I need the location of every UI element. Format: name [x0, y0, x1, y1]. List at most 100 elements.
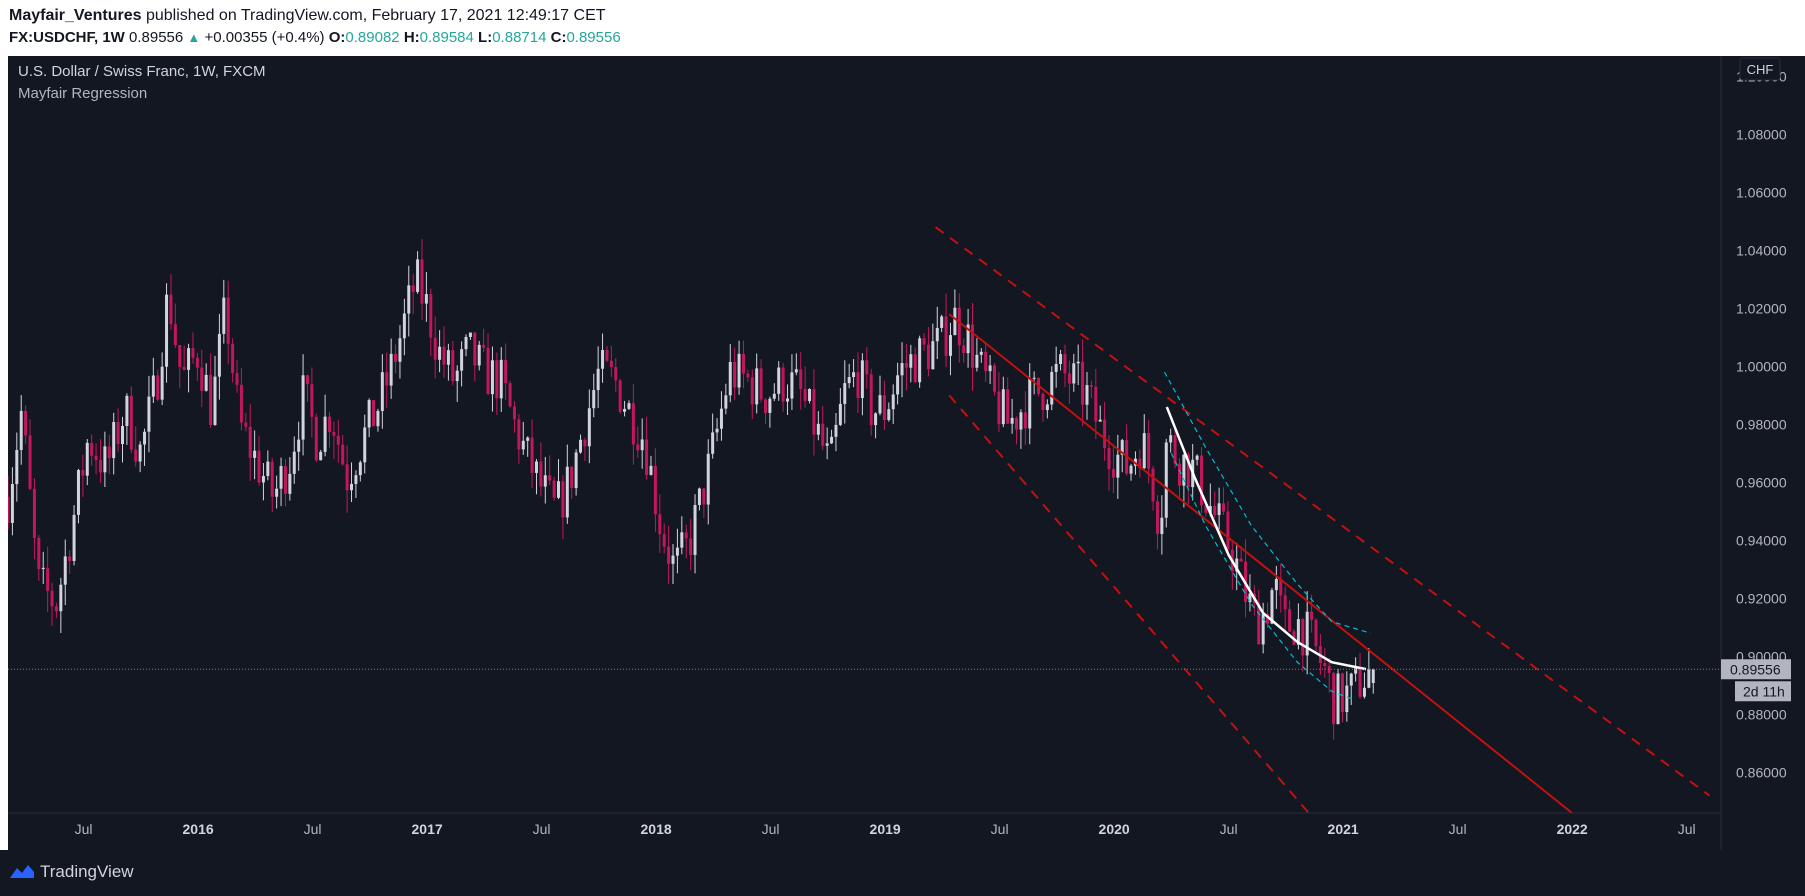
candle[interactable] — [90, 434, 94, 466]
candle[interactable] — [786, 384, 790, 415]
candle[interactable] — [922, 333, 926, 351]
candle[interactable] — [473, 332, 477, 382]
candle[interactable] — [1072, 353, 1076, 392]
candle[interactable] — [187, 343, 191, 393]
candle[interactable] — [1054, 346, 1058, 388]
candle[interactable] — [1340, 672, 1344, 723]
candle[interactable] — [1358, 652, 1362, 699]
candle[interactable] — [138, 441, 142, 473]
candle[interactable] — [244, 412, 248, 432]
candle[interactable] — [442, 326, 446, 378]
candle[interactable] — [926, 326, 930, 377]
candle[interactable] — [631, 383, 635, 465]
candle[interactable] — [173, 303, 177, 348]
candle[interactable] — [548, 455, 552, 485]
candle[interactable] — [239, 367, 243, 431]
candle[interactable] — [561, 475, 565, 540]
candle[interactable] — [81, 454, 85, 498]
candle[interactable] — [178, 344, 182, 389]
candle[interactable] — [508, 380, 512, 408]
candle[interactable] — [204, 363, 208, 392]
candle[interactable] — [993, 363, 997, 396]
candle[interactable] — [1314, 618, 1318, 655]
candle[interactable] — [103, 431, 107, 488]
candle[interactable] — [684, 524, 688, 559]
candle[interactable] — [314, 413, 318, 463]
candle[interactable] — [675, 528, 679, 574]
candle[interactable] — [539, 442, 543, 497]
candle[interactable] — [1129, 463, 1133, 481]
candle[interactable] — [156, 369, 160, 402]
candle[interactable] — [719, 391, 723, 441]
candle[interactable] — [1094, 368, 1098, 439]
candle[interactable] — [8, 475, 10, 530]
fit-upper-band[interactable] — [1163, 371, 1371, 634]
candle[interactable] — [327, 411, 331, 448]
candle[interactable] — [1142, 414, 1146, 470]
candle[interactable] — [37, 535, 41, 581]
candle[interactable] — [1199, 447, 1203, 513]
candle[interactable] — [15, 432, 19, 502]
candle[interactable] — [706, 439, 710, 525]
candle[interactable] — [367, 398, 371, 438]
candle[interactable] — [121, 416, 125, 463]
candle[interactable] — [270, 457, 274, 513]
candle[interactable] — [521, 421, 525, 455]
candle[interactable] — [543, 456, 547, 504]
candle[interactable] — [777, 361, 781, 401]
candle[interactable] — [658, 494, 662, 554]
candle[interactable] — [843, 360, 847, 424]
candle[interactable] — [759, 359, 763, 403]
candle[interactable] — [495, 352, 499, 415]
candle[interactable] — [711, 413, 715, 459]
candle[interactable] — [468, 332, 472, 341]
candle[interactable] — [1116, 434, 1120, 499]
candle[interactable] — [852, 359, 856, 388]
candle[interactable] — [345, 445, 349, 513]
candle[interactable] — [504, 343, 508, 401]
candle[interactable] — [948, 322, 952, 376]
candle[interactable] — [821, 405, 825, 451]
candle[interactable] — [94, 443, 98, 475]
candle[interactable] — [838, 388, 842, 426]
candle[interactable] — [182, 345, 186, 371]
candle[interactable] — [213, 355, 217, 426]
candle[interactable] — [1327, 658, 1331, 693]
candle[interactable] — [358, 460, 362, 482]
candle[interactable] — [808, 388, 812, 404]
candle[interactable] — [446, 343, 450, 381]
candle[interactable] — [85, 439, 89, 486]
regression-center-line[interactable] — [948, 313, 1573, 814]
candle[interactable] — [389, 338, 393, 399]
candle[interactable] — [794, 353, 798, 376]
candle[interactable] — [195, 352, 199, 381]
candle[interactable] — [350, 462, 354, 503]
candle[interactable] — [1177, 458, 1181, 501]
candle[interactable] — [438, 330, 442, 373]
candle[interactable] — [724, 383, 728, 415]
candle[interactable] — [1103, 402, 1107, 461]
candle[interactable] — [887, 402, 891, 422]
candle[interactable] — [1345, 671, 1349, 722]
candle[interactable] — [878, 375, 882, 416]
candle[interactable] — [856, 352, 860, 414]
candle[interactable] — [376, 408, 380, 432]
candle[interactable] — [1160, 495, 1164, 555]
candle[interactable] — [1010, 398, 1014, 434]
candle[interactable] — [1371, 668, 1375, 694]
tradingview-logo-icon[interactable] — [8, 862, 36, 882]
candle[interactable] — [429, 288, 433, 357]
candle[interactable] — [962, 338, 966, 363]
candle[interactable] — [261, 463, 265, 501]
candle[interactable] — [1050, 366, 1054, 411]
candle[interactable] — [979, 348, 983, 363]
candle[interactable] — [526, 436, 530, 457]
candle[interactable] — [931, 323, 935, 370]
candle[interactable] — [997, 372, 1001, 432]
candle[interactable] — [570, 466, 574, 499]
candle[interactable] — [1081, 339, 1085, 427]
candle[interactable] — [741, 340, 745, 389]
candle[interactable] — [169, 274, 173, 330]
candle[interactable] — [1006, 377, 1010, 424]
author-name[interactable]: Mayfair_Ventures — [9, 7, 142, 24]
